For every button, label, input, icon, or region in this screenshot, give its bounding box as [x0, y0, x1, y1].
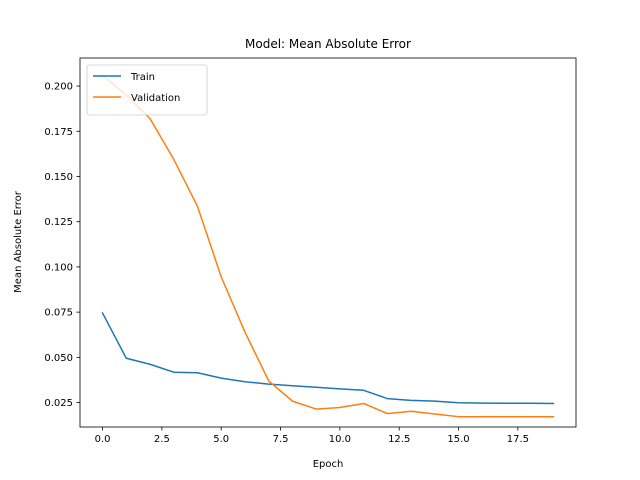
- x-tick-label: 17.5: [507, 434, 529, 445]
- y-tick-label: 0.025: [44, 398, 73, 409]
- chart-title: Model: Mean Absolute Error: [245, 37, 411, 51]
- y-tick-label: 0.200: [44, 82, 73, 93]
- plot-area: [101, 74, 555, 418]
- x-tick-label: 0.0: [95, 434, 111, 445]
- axes-frame: [79, 57, 577, 428]
- axes: 0.0 2.5 5.0 7.5 10.0 12.5 15.0 17.5 0.025 0.050 0.…: [44, 57, 577, 445]
- series-line-validation: [101, 74, 555, 418]
- x-tick-label: 15.0: [447, 434, 469, 445]
- x-tick-label: 5.0: [213, 434, 229, 445]
- y-axis-label: Mean Absolute Error: [13, 190, 24, 293]
- x-tick-label: 12.5: [388, 434, 410, 445]
- x-axis-label: Epoch: [313, 459, 344, 470]
- legend-label-validation: Validation: [131, 93, 180, 104]
- x-tick-label: 2.5: [154, 434, 170, 445]
- y-tick-label: 0.175: [44, 127, 73, 138]
- y-tick-label: 0.050: [44, 353, 73, 364]
- legend-label-train: Train: [130, 72, 155, 83]
- y-tick-label: 0.150: [44, 172, 73, 183]
- y-tick-label: 0.075: [44, 308, 73, 319]
- legend: Train Validation: [86, 64, 208, 116]
- y-tick-label: 0.100: [44, 262, 73, 273]
- x-tick-label: 7.5: [273, 434, 289, 445]
- y-tick-label: 0.125: [44, 217, 73, 228]
- legend-box: [86, 64, 208, 116]
- series-line-train: [101, 312, 555, 405]
- x-tick-label: 10.0: [329, 434, 351, 445]
